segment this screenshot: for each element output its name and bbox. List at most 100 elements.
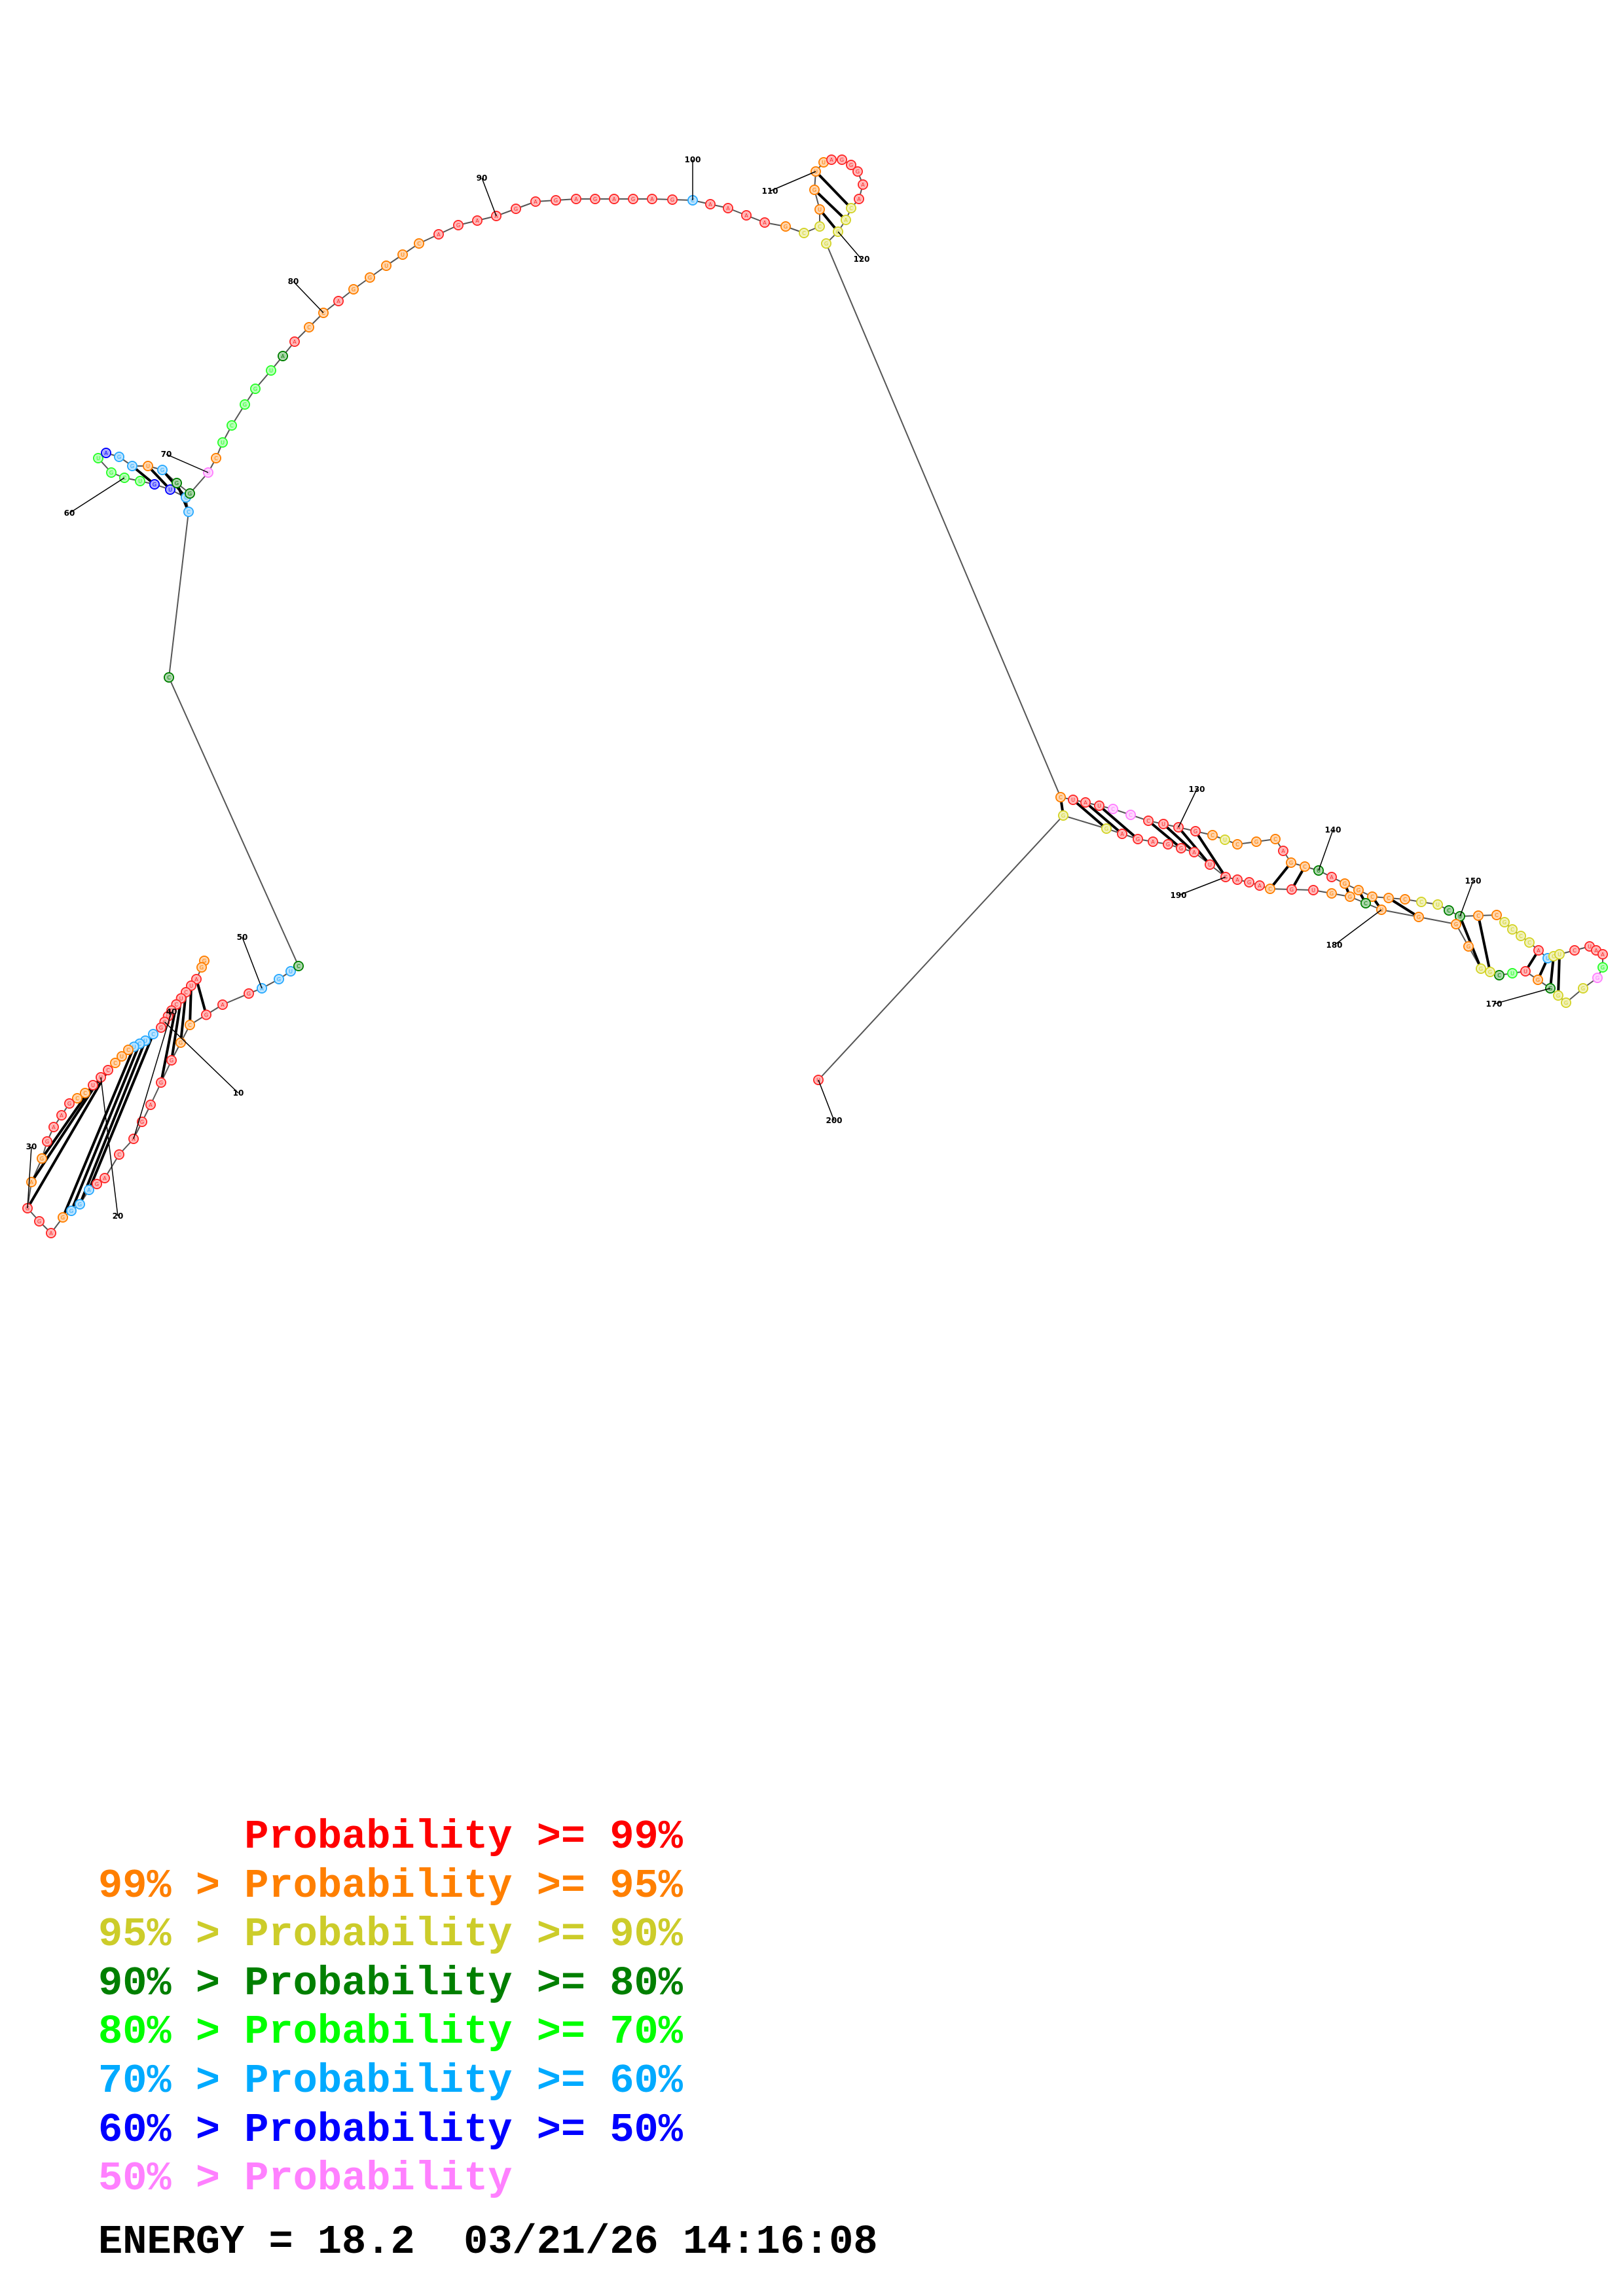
nucleotide-81: A <box>333 296 344 306</box>
nucleotide-letter: C <box>1419 899 1423 905</box>
nucleotide-fill <box>1233 876 1241 884</box>
nucleotide-fill <box>1417 898 1425 906</box>
nucleotide-115: G <box>852 166 863 177</box>
nucleotide-letter: A <box>1084 800 1087 806</box>
nucleotide-circle <box>1507 968 1518 978</box>
nucleotide-109: G <box>809 185 820 195</box>
nucleotide-fill <box>1362 899 1370 907</box>
nucleotide-39: C <box>114 1149 124 1160</box>
nucleotide-circle <box>164 672 174 683</box>
nucleotide-fill <box>1535 946 1542 954</box>
base-pair-bond <box>170 998 183 1061</box>
nucleotide-186: C <box>1265 884 1275 894</box>
nucleotide-letter: A <box>763 220 767 226</box>
nucleotide-circle <box>1499 917 1510 927</box>
nucleotide-112: A <box>826 154 837 165</box>
nucleotide-125: U <box>1094 800 1104 811</box>
nucleotide-45: G <box>175 1037 186 1048</box>
nucleotide-154: C <box>1507 924 1518 935</box>
base-pair-bond <box>814 170 852 209</box>
nucleotide-letter: A <box>1281 848 1285 854</box>
nucleotide-197: A <box>1117 829 1127 839</box>
position-label: 130 <box>1188 785 1205 794</box>
nucleotide-fill <box>512 205 520 213</box>
nucleotide-circle <box>1416 897 1427 907</box>
nucleotide-circle <box>165 484 175 495</box>
nucleotide-72: U <box>217 437 228 448</box>
nucleotide-letter: G <box>368 275 372 281</box>
nucleotide-fill <box>65 1100 73 1107</box>
nucleotide-letter: G <box>247 991 251 997</box>
nucleotide-fill <box>820 158 828 166</box>
nucleotide-circle <box>244 988 254 999</box>
nucleotide-3: A <box>191 974 202 984</box>
nucleotide-139: C <box>1300 861 1310 872</box>
nucleotide-circle <box>1080 797 1091 808</box>
legend-prefix: 90% > <box>98 1960 245 2007</box>
nucleotide-letter: G <box>1247 880 1251 886</box>
nucleotide-fill <box>47 1229 55 1237</box>
nucleotide-circle <box>1232 839 1243 850</box>
position-label: 110 <box>761 187 778 196</box>
nucleotide-letter: G <box>1136 836 1140 842</box>
nucleotide-circle <box>289 336 300 347</box>
legend-label: Probability <box>244 2155 513 2202</box>
legend-label: Probability >= 60% <box>244 2057 683 2104</box>
nucleotide-108: U <box>814 204 825 215</box>
nucleotide-circle <box>1190 826 1201 836</box>
nucleotide-letter: G <box>159 1025 163 1031</box>
nucleotide-letter: U <box>1458 914 1462 920</box>
nucleotide-circle <box>1473 910 1484 921</box>
nucleotide-letter: G <box>175 480 179 486</box>
base-pair-bond <box>1177 826 1211 866</box>
nucleotide-letter: C <box>417 241 421 247</box>
nucleotide-circle <box>780 221 791 232</box>
nucleotide-fill <box>212 454 220 462</box>
nucleotide-42: A <box>145 1100 156 1110</box>
position-tick <box>1334 909 1382 946</box>
nucleotide-letter: G <box>1104 826 1108 832</box>
nucleotide-letter: A <box>1537 948 1541 954</box>
nucleotide-136: C <box>1270 834 1281 844</box>
position-tick <box>100 1077 119 1217</box>
nucleotide-letter: C <box>1059 795 1063 800</box>
nucleotide-fill <box>1594 974 1601 982</box>
nucleotide-65: G <box>127 461 137 471</box>
nucleotide-letter: G <box>631 196 635 202</box>
nucleotide-letter: C <box>113 1060 117 1066</box>
nucleotide-circle <box>127 461 137 471</box>
nucleotide-fill <box>192 975 200 983</box>
nucleotide-letter: G <box>160 467 164 473</box>
nucleotide-fill <box>1059 812 1067 819</box>
nucleotide-circle <box>1578 983 1588 994</box>
nucleotide-letter: C <box>1573 948 1577 954</box>
nucleotide-119: A <box>841 215 851 225</box>
nucleotide-46: C <box>185 1020 195 1030</box>
position-tick <box>837 231 862 260</box>
nucleotide-letter: U <box>91 1083 95 1088</box>
nucleotide-fill <box>85 1186 93 1194</box>
nucleotide-23: C <box>72 1093 82 1103</box>
nucleotide-circle <box>106 467 117 478</box>
nucleotide-116: A <box>858 179 868 190</box>
nucleotide-138: G <box>1286 857 1296 868</box>
nucleotide-fill <box>1434 901 1442 908</box>
nucleotide-letter: G <box>188 491 192 497</box>
nucleotide-124: A <box>1080 797 1091 808</box>
nucleotide-fill <box>782 223 790 230</box>
nucleotide-fill <box>1579 984 1587 992</box>
nucleotide-letter: G <box>179 1040 183 1046</box>
base-pair-bond <box>1098 804 1139 840</box>
nucleotide-fill <box>816 223 824 230</box>
nucleotide-letter: A <box>1330 874 1334 880</box>
position-label: 150 <box>1465 876 1481 886</box>
nucleotide-letter: U <box>96 456 100 461</box>
nucleotide-189: A <box>1232 874 1243 885</box>
nucleotide-circle <box>1133 834 1143 844</box>
nucleotide-circle <box>240 399 250 410</box>
nucleotide-circle <box>1451 919 1461 929</box>
position-label: 190 <box>1170 891 1186 900</box>
nucleotide-fill <box>305 323 313 331</box>
nucleotide-circle <box>814 204 825 215</box>
legend-row: 80% > Probability >= 70% <box>98 2008 683 2057</box>
